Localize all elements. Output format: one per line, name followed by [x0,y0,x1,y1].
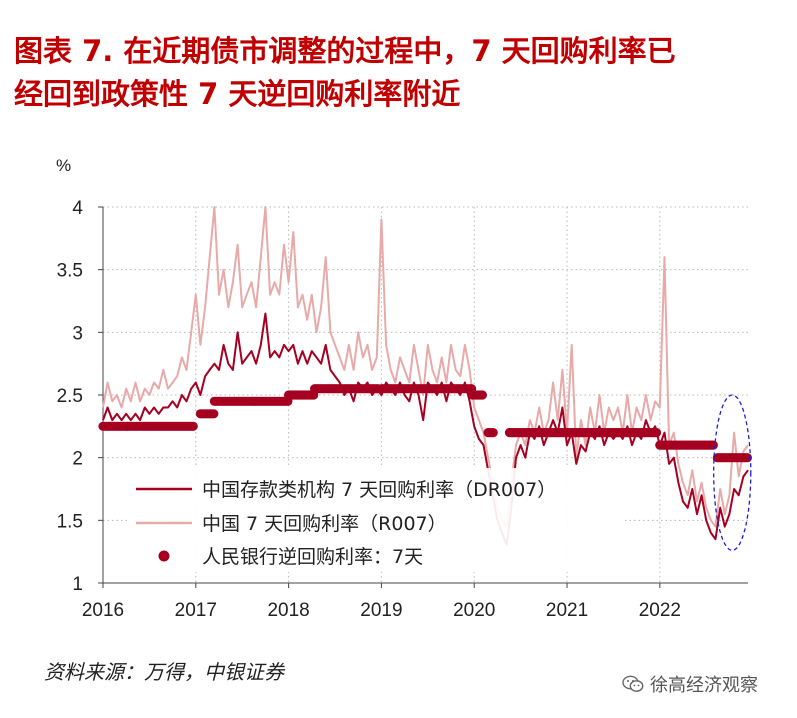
series-line-dr007 [102,312,749,547]
x-tick-label: 2020 [453,600,495,621]
wechat-icon [622,675,644,692]
chart-annotations [713,394,752,552]
y-tick-label: 2.5 [57,386,83,407]
x-tick-label: 2022 [639,600,681,621]
y-tick-label: 1 [72,574,83,595]
chart-title-line-2: 经回到政策性 7 天逆回购利率附近 [14,77,461,111]
y-tick-label: 1.5 [57,511,83,532]
watermark-text: 徐高经济观察 [650,675,758,696]
x-tick-label: 2016 [82,600,124,621]
source-note: 资料来源：万得，中银证券 [44,660,284,684]
x-tick-label: 2017 [175,600,217,621]
x-tick-label: 2018 [267,600,309,621]
chart-title: 图表 7. 在近期债市调整的过程中，7 天回购利率已 经回到政策性 7 天逆回购… [14,30,784,116]
legend-swatch-policy [158,550,170,562]
chart-axes: 1 1.5 2 2.5 3 3.5 4 2016 2017 2018 2019 2020 2021 202… [57,198,748,621]
policy-rate-dot [708,440,718,450]
legend-label-dr007: 中国存款类机构 7 天回购利率（DR007） [202,479,556,501]
y-axis-unit-label: % [56,156,72,175]
y-tick-label: 2 [72,449,83,470]
y-tick-label: 3 [72,323,83,344]
policy-rate-dot [188,421,198,431]
chart-series [98,206,753,547]
policy-rate-dot [209,409,219,419]
watermark: 徐高经济观察 [622,671,758,697]
chart-legend: 中国存款类机构 7 天回购利率（DR007） 中国 7 天回购利率（R007） 人民… [130,468,622,572]
policy-rate-dot [477,390,487,400]
x-tick-label: 2019 [360,600,402,621]
chart-title-line-1: 图表 7. 在近期债市调整的过程中，7 天回购利率已 [14,34,676,68]
legend-label-policy: 人民银行逆回购利率：7天 [202,546,423,568]
y-tick-label: 3.5 [57,261,83,282]
policy-rate-dot [742,453,753,463]
highlight-ellipse [713,394,752,552]
policy-rate-dot [488,428,498,438]
legend-label-r007: 中国 7 天回购利率（R007） [202,513,447,535]
series-line-r007 [102,206,749,528]
y-tick-label: 4 [72,198,83,219]
x-tick-label: 2021 [546,600,588,621]
legend-background [130,468,622,572]
